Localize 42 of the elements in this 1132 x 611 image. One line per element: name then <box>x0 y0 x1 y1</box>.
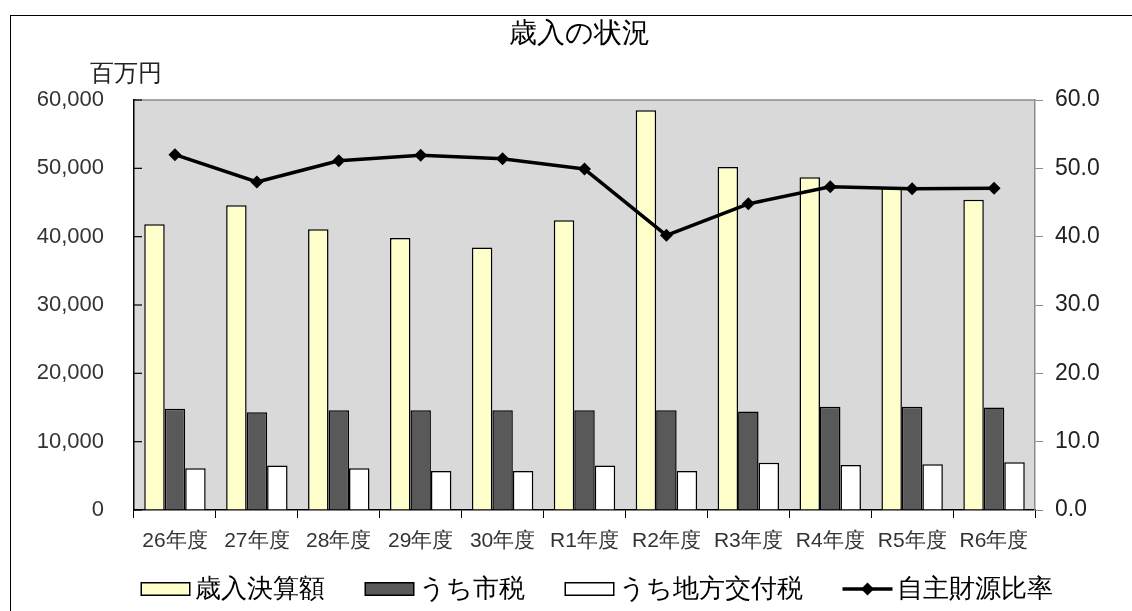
y2-tick-label: 10.0 <box>1055 427 1100 454</box>
y-tick-label: 10,000 <box>36 427 104 453</box>
x-tick-label: 29年度 <box>388 528 454 552</box>
legend-label: 自主財源比率 <box>896 573 1053 604</box>
y2-tick-label: 50.0 <box>1055 153 1100 180</box>
x-tick-label: R5年度 <box>877 528 947 552</box>
x-tick-label: R4年度 <box>795 528 865 552</box>
x-tick-label: 30年度 <box>469 528 536 552</box>
x-tick-label: R3年度 <box>713 528 783 552</box>
point <box>578 162 591 176</box>
legend-label: 歳入決算額 <box>194 573 325 604</box>
y-axis-title: 百万円 <box>90 58 162 86</box>
y-tick-label: 30,000 <box>36 291 104 317</box>
x-tick-label: 28年度 <box>306 528 372 552</box>
point <box>987 181 1001 195</box>
point <box>823 180 837 194</box>
x-tick-label: R1年度 <box>550 528 619 552</box>
x-tick-label: 26年度 <box>142 528 208 552</box>
y-tick-label: 0 <box>91 496 104 522</box>
point <box>414 148 428 162</box>
point <box>332 154 346 168</box>
x-tick-label: R2年度 <box>631 528 701 552</box>
legend-label: うち市税 <box>418 573 525 604</box>
point <box>250 175 264 189</box>
y2-tick-label: 0.0 <box>1055 495 1087 522</box>
y2-tick-label: 30.0 <box>1055 290 1100 317</box>
point <box>496 152 510 166</box>
y-tick-label: 50,000 <box>36 154 104 180</box>
chart-title: 歳入の状況 <box>509 16 650 48</box>
y-tick-label: 20,000 <box>36 359 104 385</box>
y-tick-label: 60,000 <box>36 86 104 112</box>
y2-tick-label: 60.0 <box>1055 85 1100 112</box>
x-tick-label: 27年度 <box>224 528 290 552</box>
point <box>905 182 919 196</box>
y2-tick-label: 40.0 <box>1055 222 1100 249</box>
legend-label: うち地方交付税 <box>618 573 803 604</box>
y-tick-label: 40,000 <box>36 222 104 248</box>
point <box>168 148 182 162</box>
x-tick-label: R6年度 <box>959 528 1029 552</box>
point <box>659 228 673 242</box>
point <box>741 197 755 211</box>
y2-tick-label: 20.0 <box>1055 358 1100 385</box>
